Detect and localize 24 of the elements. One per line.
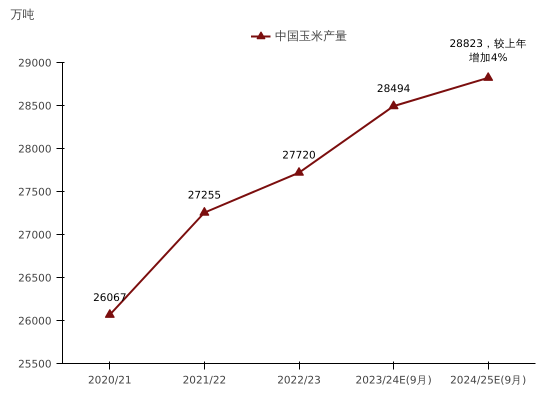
y-tick-label: 29000 [18,58,52,70]
point [294,166,304,176]
y-tick-label: 27500 [18,186,52,199]
point [388,100,399,110]
text: 28823，较上年增加4% [450,38,527,64]
x-tick-label: 2023/24E(9月) [356,374,432,386]
text: 27255 [188,190,222,202]
text: 27720 [282,150,316,162]
point [483,72,494,81]
point [104,309,115,318]
text: 28494 [376,83,410,96]
x-tick-label: 2024/25E(9月) [450,374,526,386]
x-tick-label: 2021/22 [182,374,226,386]
y-tick-label: 27000 [18,230,52,242]
x-tick-label: 2022/23 [277,374,321,386]
x-tick-label: 2020/21 [88,374,132,386]
point [199,206,210,216]
legend-label: 中国玉米产量 [275,28,347,44]
y-tick-label: 28500 [18,100,52,113]
y-tick-label: 26000 [18,316,52,328]
y-tick-label: 28000 [18,144,52,156]
y-axis-title: 万吨 [10,8,34,22]
y-tick-label: 25500 [18,358,52,370]
y-tick-label: 26500 [18,272,52,285]
